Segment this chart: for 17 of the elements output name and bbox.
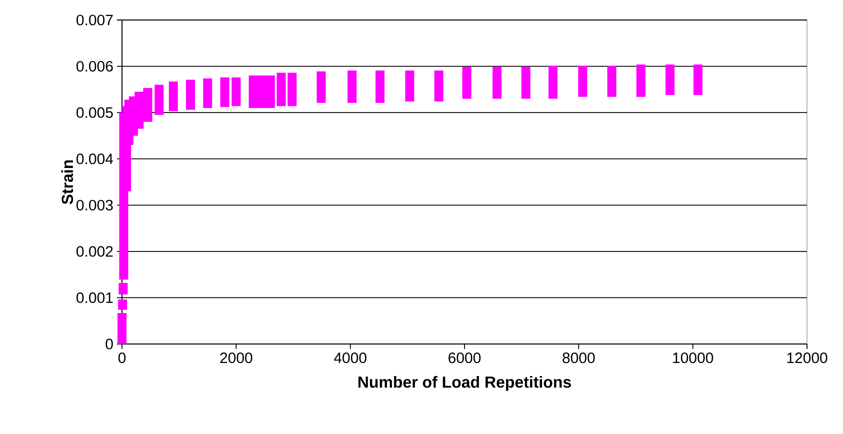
y-axis-title: Strain [61, 160, 74, 204]
x-tick-label: 10000 [673, 352, 714, 364]
y-tick-label: 0 [106, 338, 113, 350]
y-tick-label: 0.004 [76, 154, 114, 164]
y-tick-label: 0.006 [76, 60, 113, 72]
x-tick-label: 8000 [562, 352, 595, 364]
x-tick-label: 4000 [334, 352, 366, 364]
y-tick-label: 0.003 [76, 200, 113, 210]
x-tick-label: 0 [118, 352, 126, 364]
x-tick-label: 6000 [448, 352, 481, 364]
x-tick-label: 12000 [787, 352, 828, 364]
y-tick-label: 0.005 [76, 107, 113, 118]
y-tick-label: 0.001 [76, 292, 113, 304]
y-tick-label: 0.007 [76, 14, 113, 26]
x-axis-title: Number of Load Repetitions [358, 376, 571, 391]
y-tick-label: 0.002 [76, 246, 113, 257]
x-tick-label: 2000 [220, 352, 252, 364]
